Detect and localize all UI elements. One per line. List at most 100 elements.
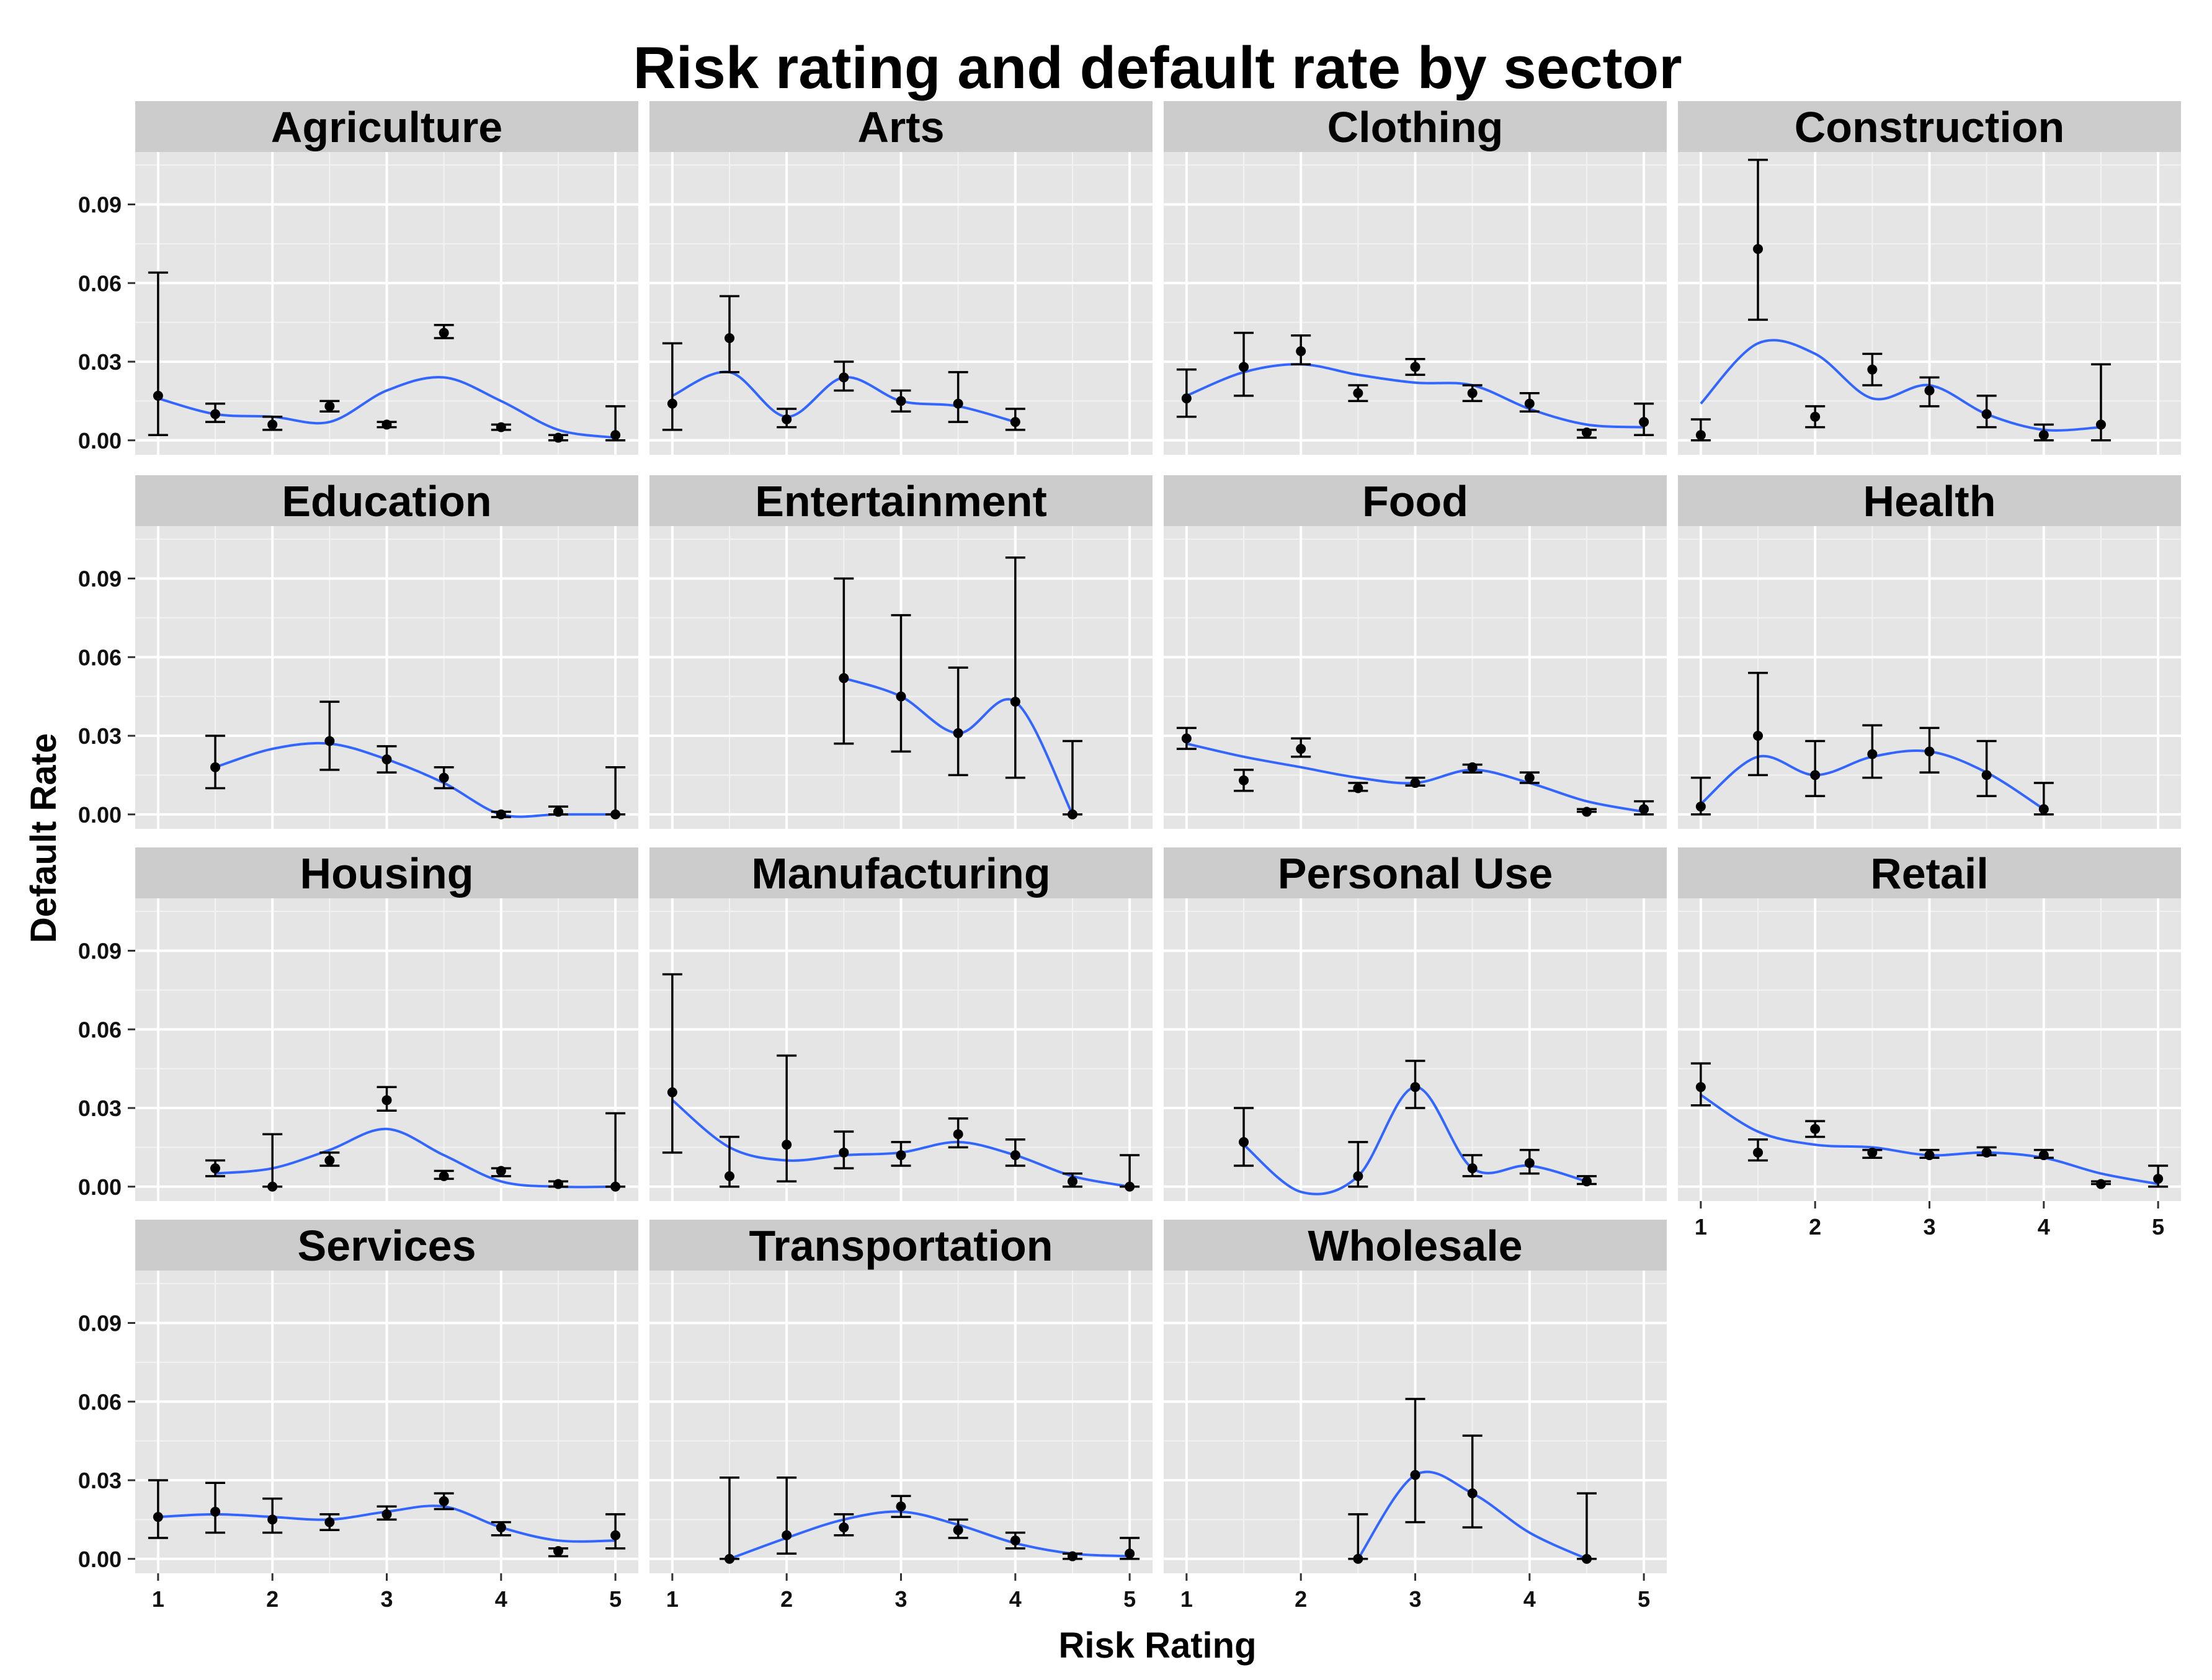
error-bar [1176, 368, 1197, 418]
data-point [210, 1163, 221, 1174]
data-point [1924, 385, 1935, 396]
data-point [1467, 1163, 1478, 1174]
data-point [210, 409, 221, 419]
data-point [1981, 1147, 1992, 1158]
y-tick-label: 0.09 [78, 939, 122, 964]
data-point [1581, 806, 1592, 817]
data-point [1125, 1548, 1135, 1559]
data-point [725, 333, 735, 343]
strip-wholesale [1164, 1220, 1667, 1271]
strip-clothing [1164, 101, 1667, 152]
error-bar [1748, 158, 1768, 321]
data-point [1410, 1082, 1420, 1092]
data-point [1753, 244, 1764, 254]
data-point [667, 398, 677, 409]
error-bar [662, 342, 682, 431]
error-bar [205, 735, 226, 790]
data-point [1296, 744, 1306, 754]
strip-retail [1678, 847, 2181, 898]
data-point [953, 728, 963, 738]
data-point [1467, 762, 1478, 772]
y-tick-label: 0.03 [78, 723, 122, 749]
x-tick-label: 3 [380, 1586, 393, 1612]
y-tick-label: 0.09 [78, 1311, 122, 1336]
strip-housing [135, 847, 638, 898]
data-point [782, 1530, 792, 1540]
y-tick-label: 0.03 [78, 1468, 122, 1493]
data-point [210, 762, 221, 772]
data-point [1581, 1553, 1592, 1564]
data-point [1010, 1150, 1020, 1161]
panel-arts: Arts [649, 101, 1153, 455]
error-bar [1976, 739, 1997, 797]
chart-title: Risk rating and default rate by sector [633, 35, 1682, 101]
data-point [2095, 1179, 2106, 1189]
error-bar [777, 1477, 797, 1555]
strip-label-education: Education [282, 477, 491, 525]
strip-label-clothing: Clothing [1327, 103, 1504, 151]
data-point [1924, 746, 1935, 757]
data-point [1867, 749, 1878, 759]
y-tick-label: 0.00 [78, 802, 122, 828]
data-point [153, 390, 163, 401]
data-point [1296, 346, 1306, 357]
x-axis-title: Risk Rating [1058, 1625, 1256, 1666]
data-point [2038, 430, 2049, 440]
data-point [1181, 733, 1192, 744]
data-point [1639, 417, 1649, 427]
x-tick-label: 4 [2038, 1214, 2050, 1240]
data-point [267, 1181, 278, 1192]
panel-retail: Retail 1 2 3 4 5 [1678, 847, 2181, 1240]
data-point [1410, 778, 1420, 789]
strip-label-agriculture: Agriculture [271, 103, 502, 151]
error-bar [777, 1054, 797, 1183]
data-point [381, 754, 392, 765]
strip-education [135, 475, 638, 526]
x-tick-label: 3 [1923, 1214, 1935, 1240]
data-point [1467, 388, 1478, 398]
data-point [1239, 362, 1249, 372]
data-point [1181, 393, 1192, 404]
data-point [553, 1546, 563, 1557]
y-tick-label: 0.03 [78, 1096, 122, 1121]
data-point [610, 430, 621, 440]
strip-arts [649, 101, 1153, 152]
data-point [725, 1171, 735, 1181]
data-point [1067, 809, 1077, 820]
panel-food: Food [1164, 475, 1667, 829]
data-point [1410, 362, 1420, 372]
panel-housing: Housing 0.00 0.03 0.06 0.09 [78, 847, 638, 1201]
error-bar [834, 577, 854, 745]
data-point [1867, 1147, 1878, 1158]
y-tick-label: 0.09 [78, 566, 122, 592]
panel-personal-use: Personal Use [1164, 847, 1667, 1201]
strip-personal-use [1164, 847, 1667, 898]
data-point [153, 1512, 163, 1522]
data-point [839, 372, 849, 383]
data-point [1353, 783, 1363, 793]
data-point [782, 414, 792, 424]
strip-label-wholesale: Wholesale [1308, 1222, 1522, 1270]
y-tick-label: 0.00 [78, 428, 122, 454]
data-point [1010, 697, 1020, 707]
data-point [896, 1150, 906, 1161]
data-point [896, 1501, 906, 1512]
error-bar [319, 700, 340, 771]
data-point [553, 806, 563, 817]
strip-label-services: Services [297, 1222, 476, 1270]
error-bar [1805, 739, 1826, 797]
panel-education: Education 0.00 0.03 0.06 0.09 [78, 475, 638, 829]
data-point [725, 1553, 735, 1564]
error-bar [891, 614, 911, 753]
data-point [1067, 1551, 1077, 1562]
data-point [1239, 1137, 1249, 1147]
data-point [839, 1522, 849, 1533]
y-tick-label: 0.06 [78, 1389, 122, 1414]
error-bar [1748, 671, 1768, 777]
strip-transportation [649, 1220, 1153, 1271]
panel-manufacturing: Manufacturing [649, 847, 1153, 1201]
data-point [1410, 1470, 1420, 1480]
data-point [439, 328, 449, 338]
y-tick-label: 0.03 [78, 349, 122, 375]
